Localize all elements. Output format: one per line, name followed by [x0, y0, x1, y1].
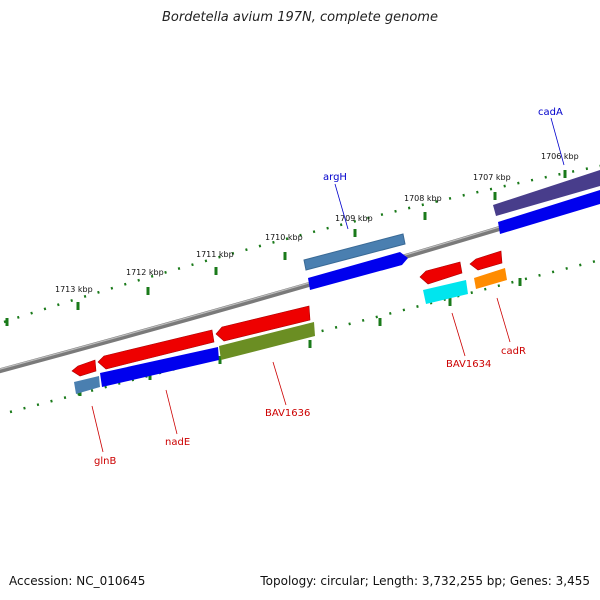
argh-leader [334, 183, 349, 230]
glnb-feature[interactable] [71, 359, 97, 377]
gene-label-glnb[interactable]: glnB [94, 456, 116, 467]
gene-label-nade[interactable]: nadE [165, 437, 190, 448]
tick-label: 1713 kbp [55, 285, 93, 294]
bav1636-cds[interactable] [219, 322, 315, 360]
glnb-cds[interactable] [74, 376, 100, 394]
tick-label: 1712 kbp [126, 268, 164, 277]
nade-cds[interactable] [100, 347, 219, 387]
cadr-feature[interactable] [469, 250, 503, 271]
nade-feature[interactable] [97, 329, 215, 370]
gene-label-bav1636[interactable]: BAV1636 [265, 408, 310, 419]
bav1634-cds[interactable] [423, 280, 468, 304]
tick-label: 1711 kbp [196, 250, 234, 259]
gene-label-cadr[interactable]: cadR [501, 346, 526, 357]
gene-label-cada[interactable]: cadA [538, 107, 563, 118]
topology-text: Topology: circular; Length: 3,732,255 bp… [260, 574, 590, 588]
tick-label: 1708 kbp [404, 194, 442, 203]
argh-cds[interactable] [308, 252, 408, 290]
gene-label-argh[interactable]: argH [323, 172, 347, 183]
argh-feature[interactable] [303, 233, 406, 271]
tick-label: 1710 kbp [265, 233, 303, 242]
bav1636-feature[interactable] [215, 305, 311, 342]
nade-leader [165, 389, 178, 435]
bav1634-leader [451, 312, 466, 357]
gene-label-bav1634[interactable]: BAV1634 [446, 359, 491, 370]
map-title: Bordetella avium 197N, complete genome [162, 10, 438, 25]
cada-cds[interactable] [498, 190, 600, 234]
bav1636-leader [272, 361, 287, 406]
cadr-cds[interactable] [474, 268, 507, 289]
cada-feature[interactable] [493, 170, 600, 216]
cadr-leader [496, 297, 511, 343]
tick-label: 1706 kbp [541, 152, 579, 161]
inner-scale-rail [9, 258, 600, 414]
bav1634-feature[interactable] [419, 261, 463, 285]
accession-text: Accession: NC_010645 [9, 574, 146, 588]
cada-leader [550, 117, 565, 166]
tick-label: 1709 kbp [335, 214, 373, 223]
glnb-leader [91, 405, 104, 453]
outer-scale-rail [3, 164, 600, 324]
tick-label: 1707 kbp [473, 173, 511, 182]
